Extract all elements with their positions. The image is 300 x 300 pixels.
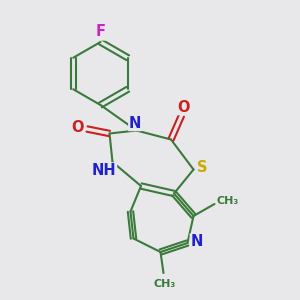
Text: N: N (129, 116, 141, 130)
Text: N: N (190, 234, 203, 249)
Text: NH: NH (92, 163, 116, 178)
Text: F: F (95, 24, 106, 39)
Text: O: O (71, 120, 84, 135)
Text: S: S (197, 160, 207, 175)
Text: CH₃: CH₃ (217, 196, 239, 206)
Text: F: F (95, 25, 106, 40)
Text: O: O (177, 100, 189, 115)
Text: CH₃: CH₃ (154, 279, 176, 290)
